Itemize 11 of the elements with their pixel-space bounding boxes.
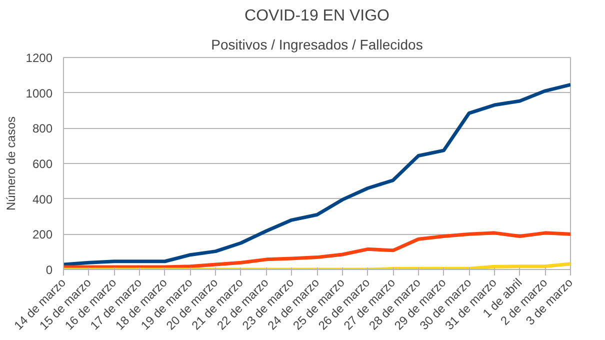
y-tick-label: 0 [46,263,53,277]
y-tick-label: 200 [32,228,53,242]
y-tick-label: 800 [32,122,53,136]
y-tick-label: 1000 [26,86,53,100]
y-axis-title: Número de casos [4,116,18,211]
y-tick-label: 400 [32,192,53,206]
line-series [64,82,570,266]
chart-subtitle: Positivos / Ingresados / Fallecidos [211,36,423,52]
y-tick-label: 600 [32,157,53,171]
chart-title: COVID-19 EN VIGO [244,8,390,24]
y-tick-label: 1200 [26,51,53,65]
